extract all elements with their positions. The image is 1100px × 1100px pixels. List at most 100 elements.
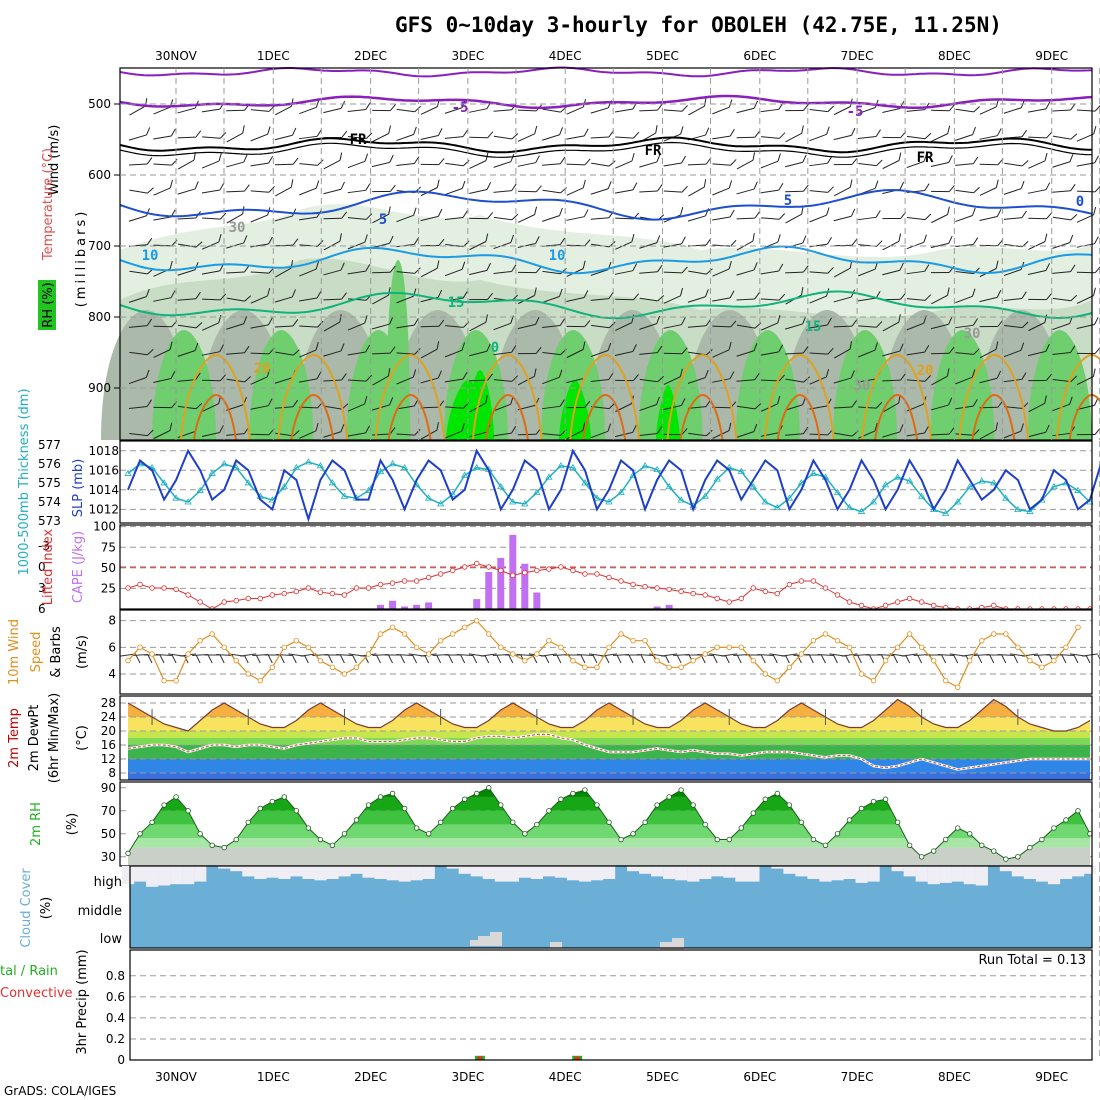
wind-barb-flag	[827, 267, 834, 274]
wind-barb-flag	[874, 423, 878, 432]
wind-barb	[1028, 270, 1047, 275]
wind-barb-flag	[194, 181, 199, 190]
wind-barb	[493, 379, 513, 382]
wind-barb-flag	[730, 239, 737, 247]
wind-barb	[347, 189, 366, 194]
contour-label: 10	[549, 248, 566, 264]
wind-barb	[201, 322, 220, 331]
temp-band	[128, 738, 1090, 745]
wind-barb-flag	[1093, 126, 1097, 135]
wind10-series-point	[209, 631, 215, 637]
wind-barb	[906, 217, 926, 221]
li-series-point	[413, 578, 420, 584]
wind-barb	[420, 163, 439, 166]
wind-barb	[153, 378, 172, 383]
wind-barb	[614, 351, 633, 356]
label-precip: 3hr Precip (mm)	[75, 949, 90, 1054]
cloud-high-clear	[374, 866, 387, 879]
wind-barb	[809, 376, 827, 385]
wind-barb	[542, 376, 560, 385]
wind-barb-flag	[535, 316, 540, 325]
wind-barb-flag	[436, 422, 439, 431]
wind10-barb-flag	[364, 654, 369, 664]
wind-barb-flag	[1020, 423, 1024, 432]
wind-barb	[858, 349, 876, 358]
wind-barb	[323, 350, 342, 357]
cloud-high-clear	[122, 866, 135, 885]
rh2m-series-point	[750, 810, 756, 816]
wind-barb-flag	[534, 206, 538, 215]
thickness-series-point	[292, 463, 301, 471]
wind-barb	[444, 430, 463, 439]
temp-contour	[374, 353, 446, 441]
wind-barb-flag	[753, 181, 758, 190]
wind10-barb-flag	[977, 654, 983, 664]
cloud-high-clear	[146, 866, 159, 887]
wind-barb	[979, 325, 998, 328]
rh2m-series-point	[413, 825, 420, 831]
wind-barb-flag	[898, 314, 901, 323]
rh2m-series-point	[762, 796, 769, 802]
cloud-high-clear	[807, 866, 820, 879]
wind-barb-flag	[511, 133, 519, 140]
wind-barb-flag	[582, 341, 586, 350]
rh-band	[128, 824, 1090, 839]
wind-barb	[469, 431, 487, 438]
wind-barb-flag	[1045, 263, 1051, 271]
thickness-series-point	[196, 486, 204, 493]
wind-barb	[517, 109, 537, 112]
rh-shading	[101, 204, 1092, 440]
wind-barb-flag	[655, 125, 658, 134]
wind-barb-flag	[778, 132, 786, 139]
wind-barb	[299, 430, 317, 439]
cloud-high-clear	[590, 866, 604, 881]
wind-barb-flag	[827, 105, 835, 112]
wind-barb	[979, 429, 997, 440]
rh2m-series-point	[918, 854, 925, 860]
wind-barb	[347, 432, 366, 437]
contour-label: 10	[142, 248, 159, 264]
wind-barb-flag	[778, 374, 785, 382]
wind-barb	[128, 134, 147, 141]
temp-tick-label: 20	[101, 724, 116, 738]
wind-barb	[542, 352, 561, 356]
contour-label: -5	[452, 100, 469, 116]
wind-barb-flag	[1021, 321, 1029, 328]
rh-area	[386, 260, 410, 440]
wind-barb	[347, 403, 365, 412]
wind-barb	[1052, 135, 1071, 140]
wind-barb	[809, 162, 828, 167]
li-series-point	[329, 590, 336, 597]
wind-barb	[833, 406, 852, 409]
cloud-high-clear	[458, 866, 471, 874]
wind-barb-flag	[948, 185, 955, 192]
rh2m-series-point	[149, 819, 155, 825]
contour-label: 5	[784, 193, 792, 209]
thickness-series-point	[1014, 505, 1022, 513]
li-series-point	[918, 599, 925, 605]
li-series-point	[762, 588, 769, 595]
wind10-series-point	[690, 657, 696, 664]
temp-contour	[861, 353, 933, 441]
wind-barb	[1052, 190, 1071, 193]
wind-barb-flag	[316, 290, 322, 299]
wind-barb-flag	[801, 206, 804, 215]
rh-area	[249, 330, 314, 440]
li-series-point	[462, 564, 468, 570]
wind-barb-flag	[924, 264, 930, 272]
wind-barb-flag	[657, 345, 663, 353]
wind-barb-flag	[607, 342, 612, 351]
wind-barb-flag	[899, 424, 904, 433]
rh2m-series-point	[894, 819, 901, 825]
wind-barb-flag	[803, 376, 810, 383]
label-cloud-cover: Cloud Cover	[19, 868, 34, 948]
wind-barb-flag	[1070, 214, 1078, 221]
pressure-tick-label: 800	[88, 310, 111, 324]
wind-barb	[250, 214, 268, 223]
temp-contour	[180, 353, 251, 441]
precip-tick-label: 0.4	[106, 1011, 125, 1025]
thickness-series-point	[244, 479, 252, 486]
wind-barb	[736, 405, 756, 410]
wind10-barb-flag	[604, 654, 610, 664]
wind-barb-flag	[754, 292, 760, 300]
